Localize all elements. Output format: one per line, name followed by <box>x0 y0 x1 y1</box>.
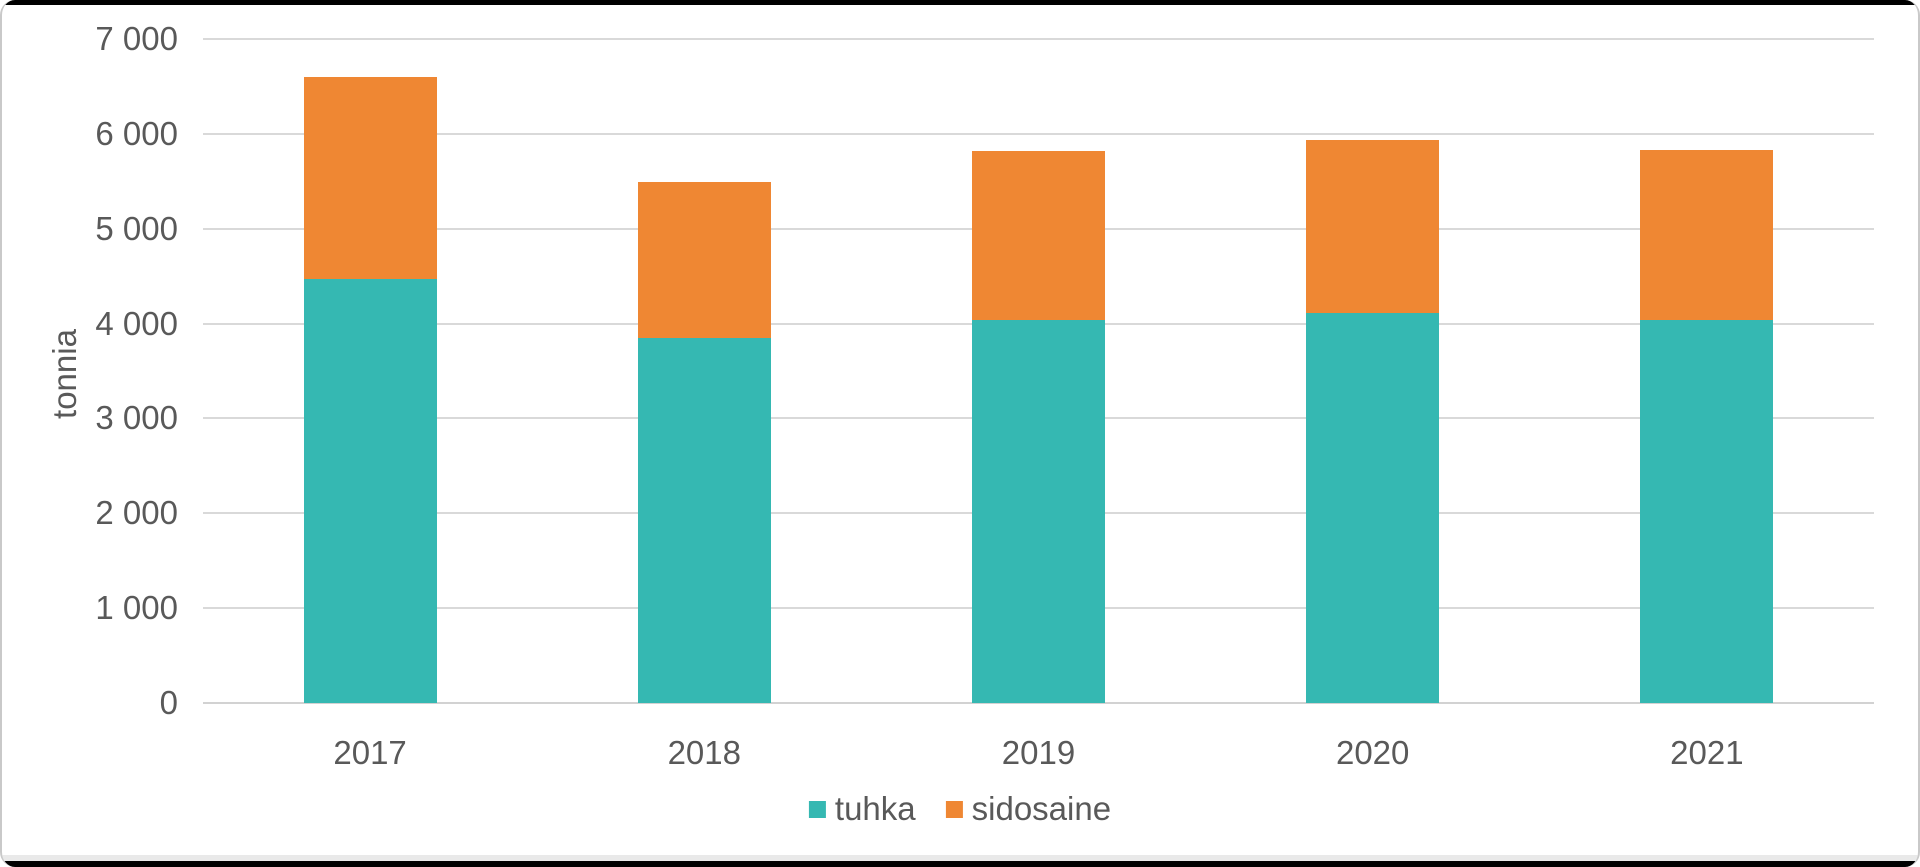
y-tick-label: 4 000 <box>95 304 178 342</box>
frame-bottom-gray-strip <box>2 855 1918 861</box>
y-tick-label: 6 000 <box>95 114 178 152</box>
legend: tuhka sidosaine <box>808 790 1112 827</box>
frame-top-border <box>2 0 1918 5</box>
frame-bottom-border <box>2 861 1918 867</box>
bar-2020-sidosaine <box>1306 139 1440 314</box>
legend-label-sidosaine: sidosaine <box>971 790 1112 827</box>
legend-swatch-tuhka-icon <box>808 800 826 818</box>
legend-swatch-sidosaine-icon <box>945 800 963 818</box>
bar-2019-tuhka <box>972 319 1105 703</box>
bar-2017-tuhka <box>303 278 437 703</box>
y-tick-label: 7 000 <box>95 20 178 57</box>
x-tick-label: 2019 <box>1001 734 1076 771</box>
y-tick-label: 0 <box>159 684 178 721</box>
x-tick-label: 2021 <box>1670 734 1744 771</box>
bar-2021-tuhka <box>1640 319 1774 703</box>
y-tick-label: 5 000 <box>95 209 178 247</box>
y-tick-label: 3 000 <box>95 399 178 437</box>
bar-2021-sidosaine <box>1640 149 1774 320</box>
legend-item-tuhka: tuhka <box>808 790 916 827</box>
bar-2018-tuhka <box>637 337 771 703</box>
bar-2017-sidosaine <box>303 76 437 279</box>
gridline <box>203 132 1874 135</box>
legend-item-sidosaine: sidosaine <box>945 790 1112 827</box>
x-axis-line <box>203 702 1874 704</box>
y-tick-label: 1 000 <box>95 589 178 627</box>
x-tick-label: 2018 <box>667 734 741 771</box>
legend-label-tuhka: tuhka <box>834 790 916 827</box>
gridline <box>203 38 1874 40</box>
bar-2018-sidosaine <box>637 182 771 338</box>
x-tick-label: 2017 <box>333 734 407 771</box>
bar-2020-tuhka <box>1306 313 1440 703</box>
y-tick-label: 2 000 <box>95 494 178 532</box>
bar-2019-sidosaine <box>972 150 1105 320</box>
x-tick-label: 2020 <box>1335 734 1410 771</box>
